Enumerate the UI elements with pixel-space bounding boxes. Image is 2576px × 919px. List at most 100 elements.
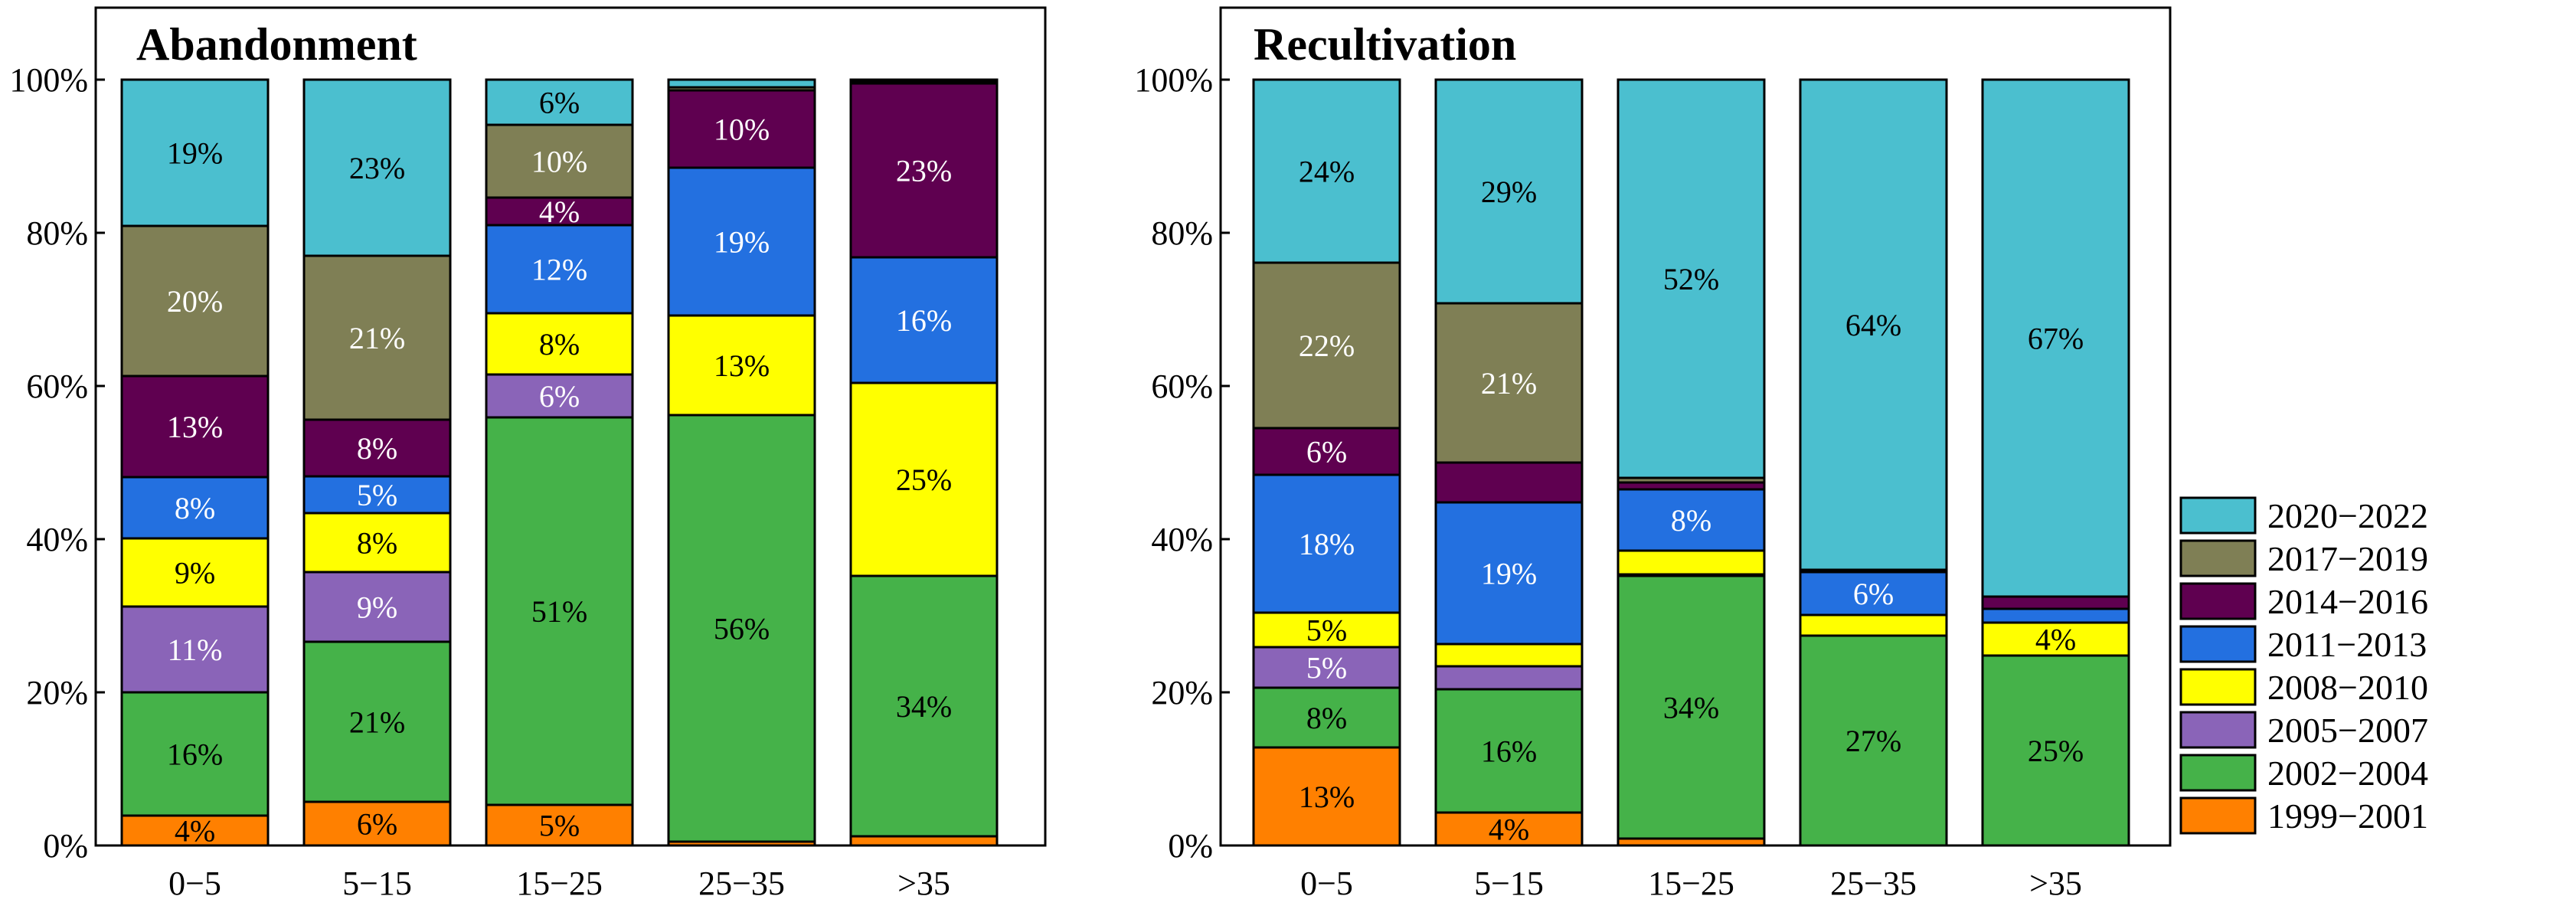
recultivation-bar-segment-2020-2022 (1981, 78, 2130, 598)
recultivation-xtick-label: 0−5 (1300, 865, 1353, 902)
abandonment-bar-segment-2014-2016 (667, 89, 816, 169)
recultivation-bar-segment-2011-2013 (1617, 488, 1766, 552)
abandonment-bar-segment-2011-2013 (667, 166, 816, 317)
abandonment-xtick-label: 5−15 (342, 865, 412, 902)
recultivation-data-label: 8% (1671, 503, 1711, 538)
legend-swatch-2002-2004 (2179, 754, 2257, 792)
recultivation-data-label: 5% (1306, 613, 1347, 648)
abandonment-bar-segment-1999-2001 (849, 835, 999, 847)
legend-label-1999-2001: 1999−2001 (2267, 796, 2428, 836)
recultivation-bar-segment-2014-2016 (1981, 595, 2130, 610)
legend-label-2008-2010: 2008−2010 (2267, 668, 2428, 707)
abandonment-title: Abandonment (136, 19, 417, 70)
abandonment-ytick-label: 20% (26, 674, 88, 711)
recultivation-bar-segment-1999-2001 (1434, 811, 1584, 847)
abandonment-bar-segment-2008-2010 (302, 512, 452, 574)
recultivation-bar-segment-2008-2010 (1252, 611, 1401, 649)
legend-swatch-2014-2016 (2179, 582, 2257, 620)
abandonment-data-label: 25% (896, 463, 952, 497)
recultivation-bar-segment-2002-2004 (1617, 574, 1766, 840)
recultivation-ytick-label: 0% (1168, 827, 1213, 865)
abandonment-data-label: 23% (349, 151, 405, 185)
abandonment-data-label: 5% (539, 809, 580, 843)
recultivation-bar-segment-2011-2013 (1981, 607, 2130, 624)
abandonment-data-label: 21% (349, 705, 405, 740)
recultivation-bar-segment-2011-2013 (1799, 571, 1948, 616)
recultivation-chart: Recultivation 0% 20% 40% 60% 80% 100% 0−5 5−15 1… (1134, 6, 2172, 902)
recultivation-bar-segment-2008-2010 (1617, 549, 1766, 576)
legend-swatch-2017-2019 (2179, 539, 2257, 577)
abandonment-data-label: 20% (167, 284, 223, 319)
recultivation-data-label: 18% (1299, 527, 1355, 561)
legend-label-2011-2013: 2011−2013 (2267, 625, 2427, 664)
abandonment-bar-segment-2008-2010 (849, 381, 999, 577)
abandonment-ytick-label: 100% (9, 61, 88, 99)
abandonment-bar-segment-1999-2001 (120, 814, 270, 847)
abandonment-ytick-label: 60% (26, 368, 88, 405)
abandonment-data-label: 4% (175, 814, 215, 849)
recultivation-ytick-label: 20% (1151, 674, 1213, 711)
abandonment-ytick-label: 40% (26, 521, 88, 558)
abandonment-data-label: 34% (896, 689, 952, 724)
abandonment-data-label: 6% (539, 379, 580, 414)
recultivation-bar-segment-2008-2010 (1799, 613, 1948, 637)
recultivation-bar-segment-2005-2007 (1434, 665, 1584, 691)
recultivation-data-label: 64% (1845, 308, 1901, 342)
abandonment-bar-segment-2005-2007 (485, 373, 634, 419)
recultivation-bar-segment-2020-2022 (1252, 78, 1401, 264)
recultivation-data-label: 19% (1481, 557, 1537, 591)
abandonment-bar-segment-2005-2007 (302, 571, 452, 643)
abandonment-bar-segment-2020-2022 (849, 78, 999, 83)
recultivation-bar-segment-2008-2010 (1434, 643, 1584, 668)
abandonment-data-label: 6% (539, 86, 580, 120)
abandonment-xtick-label: >35 (897, 865, 950, 902)
abandonment-data-label: 8% (357, 431, 397, 466)
recultivation-bar-segment-2002-2004 (1799, 634, 1948, 847)
abandonment-xtick-label: 25−35 (698, 865, 785, 902)
abandonment-data-label: 23% (896, 154, 952, 188)
abandonment-data-label: 51% (531, 594, 587, 629)
abandonment-xtick-label: 0−5 (168, 865, 221, 902)
recultivation-bar-segment-2014-2016 (1252, 427, 1401, 476)
abandonment-data-label: 9% (175, 556, 215, 590)
recultivation-title: Recultivation (1254, 19, 1516, 70)
abandonment-data-label: 21% (349, 321, 405, 355)
abandonment-ytick-label: 0% (43, 827, 88, 865)
abandonment-bar-segment-2020-2022 (667, 78, 816, 89)
recultivation-bar-segment-2017-2019 (1252, 261, 1401, 430)
abandonment-bar-segment-2017-2019 (485, 123, 634, 199)
abandonment-xtick-label: 15−25 (516, 865, 603, 902)
abandonment-data-label: 8% (175, 491, 215, 525)
legend-label-2002-2004: 2002−2004 (2267, 754, 2428, 793)
recultivation-data-label: 6% (1306, 435, 1347, 469)
recultivation-bar-segment-2002-2004 (1981, 654, 2130, 847)
abandonment-bar-segment-2008-2010 (667, 314, 816, 417)
legend-swatch-1999-2001 (2179, 796, 2257, 835)
recultivation-data-label: 21% (1481, 366, 1537, 401)
recultivation-ytick-label: 40% (1151, 521, 1213, 558)
abandonment-bar-segment-1999-2001 (302, 800, 452, 847)
abandonment-bar-segment-2014-2016 (485, 196, 634, 227)
abandonment-bar-segment-2002-2004 (485, 416, 634, 806)
abandonment-data-label: 19% (714, 225, 770, 260)
abandonment-bar-segment-2020-2022 (120, 78, 270, 227)
recultivation-data-label: 52% (1663, 262, 1719, 296)
legend-swatch-2011-2013 (2179, 625, 2257, 663)
abandonment-data-label: 11% (168, 633, 223, 667)
abandonment-bar-segment-1999-2001 (485, 803, 634, 847)
recultivation-xtick-label: 25−35 (1830, 865, 1917, 902)
recultivation-bar-segment-1999-2001 (1252, 746, 1401, 847)
recultivation-data-label: 25% (2028, 734, 2084, 768)
recultivation-bar-segment-2020-2022 (1434, 78, 1584, 305)
abandonment-data-label: 16% (896, 303, 952, 338)
recultivation-data-label: 4% (1489, 813, 1529, 847)
recultivation-data-label: 24% (1299, 155, 1355, 189)
recultivation-bar-segment-2011-2013 (1434, 501, 1584, 646)
abandonment-data-label: 10% (714, 113, 770, 147)
abandonment-data-label: 12% (531, 253, 587, 287)
recultivation-data-label: 29% (1481, 175, 1537, 209)
recultivation-data-label: 8% (1306, 701, 1347, 735)
recultivation-xtick-label: >35 (2029, 865, 2082, 902)
recultivation-data-label: 6% (1853, 577, 1894, 611)
recultivation-ytick-label: 60% (1151, 368, 1213, 405)
